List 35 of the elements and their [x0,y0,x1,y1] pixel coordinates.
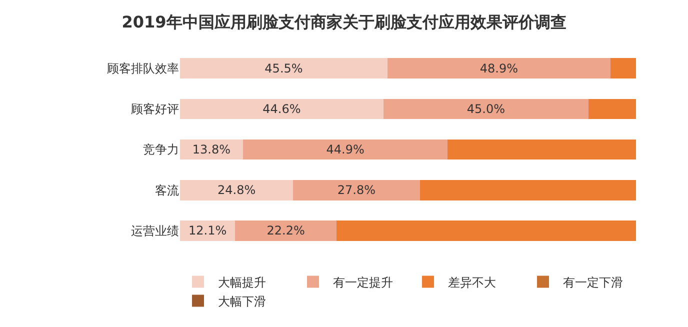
bar [383,98,589,120]
chart-title: 2019年中国应用刷脸支付商家关于刷脸支付应用效果评价调查 [122,12,566,32]
data-label: 44.6% [262,102,301,116]
legend-label: 大幅下滑 [218,294,266,308]
data-label: 22.2% [266,224,305,238]
bar [293,180,420,200]
legend-label: 差异不大 [448,275,496,290]
data-label: 48.9% [480,61,518,76]
bar [448,139,636,160]
bar [336,220,636,241]
data-label: 24.8% [217,183,256,198]
data-label: 44.9% [326,142,364,156]
bar [387,58,610,78]
bar [420,180,636,200]
data-label: 45.5% [264,61,303,76]
y-tick-label: 顾客好评 [131,102,179,116]
bar [588,98,636,120]
data-label: 27.8% [337,183,376,198]
bar [180,180,294,200]
legend-label: 有一定下滑 [563,275,623,290]
y-tick-label: 顾客排队效率 [107,62,179,76]
y-tick-label: 竞争力 [143,142,179,157]
bar [180,220,236,241]
bar [610,58,636,78]
y-tick-label: 客流 [155,183,179,198]
legend-label: 有一定提升 [333,275,393,290]
data-label: 13.8% [192,142,231,156]
data-label: 12.1% [188,224,227,238]
bar [180,58,388,78]
legend-label: 大幅提升 [218,275,266,290]
bar [242,139,448,160]
bar [180,98,384,120]
data-label: 45.0% [466,102,506,116]
bar [235,220,336,241]
y-tick-label: 运营业绩 [131,224,179,238]
